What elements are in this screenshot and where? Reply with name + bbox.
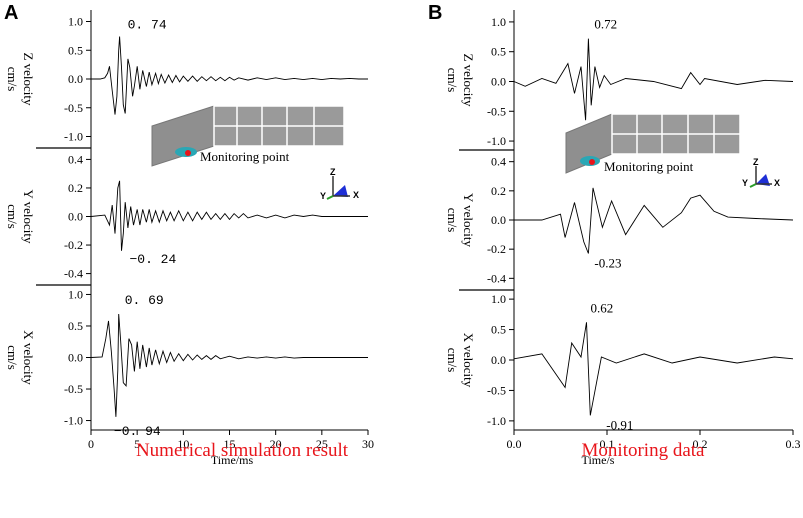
- y-tick-label: -1.0: [64, 414, 83, 428]
- x-tick-label: 10: [177, 437, 189, 451]
- x-tick-label: 30: [362, 437, 374, 451]
- caption-b: Monitoring data: [581, 440, 705, 461]
- y-tick-label: 0.5: [491, 45, 506, 59]
- panel-b-chart: 1.00.50.0-0.5-1.0Z velocitycm/s0.720.40.…: [445, 10, 801, 467]
- axis-x-label: X: [353, 190, 359, 200]
- y-tick-label: 0.0: [491, 74, 506, 88]
- series-line: [513, 38, 794, 121]
- y-axis-label-line: cm/s: [445, 348, 460, 373]
- x-tick-label: 5: [134, 437, 140, 451]
- axis-z-label: Z: [753, 157, 759, 167]
- y-tick-label: 0.0: [68, 72, 83, 86]
- inset-model-a: Monitoring point Z X Y: [151, 105, 359, 201]
- panel-a-label: A: [4, 2, 19, 24]
- y-axis-label-line: Z velocity: [461, 53, 476, 107]
- y-tick-label: -1.0: [487, 134, 506, 148]
- y-axis-label-line: cm/s: [445, 208, 460, 233]
- peak-label: −0. 24: [129, 252, 176, 267]
- peak-label: -0.23: [594, 256, 621, 271]
- y-tick-label: 0.4: [491, 155, 506, 169]
- axis-y-label: Y: [742, 178, 748, 188]
- x-tick-label: 20: [270, 437, 282, 451]
- panel-b-label: B: [428, 2, 443, 24]
- y-tick-label: -0.2: [64, 238, 83, 252]
- y-tick-label: 0.2: [68, 181, 83, 195]
- monitoring-point-marker: [589, 159, 595, 165]
- y-tick-label: 0.0: [68, 210, 83, 224]
- series-line: [91, 36, 368, 115]
- y-tick-label: 0.0: [68, 351, 83, 365]
- y-tick-label: -0.5: [487, 383, 506, 397]
- x-tick-label: 0.0: [507, 437, 522, 451]
- monitoring-point-label: Monitoring point: [200, 149, 290, 164]
- x-tick-label: 0.1: [600, 437, 615, 451]
- model-grid: [214, 106, 344, 146]
- x-tick-label: 0.2: [693, 437, 708, 451]
- y-tick-label: -0.5: [487, 104, 506, 118]
- x-axis-label: Time/s: [582, 453, 615, 467]
- y-tick-label: -0.2: [487, 242, 506, 256]
- y-axis-label-line: cm/s: [5, 204, 20, 229]
- x-tick-label: 0.3: [786, 437, 801, 451]
- y-tick-label: -0.5: [64, 382, 83, 396]
- y-axis-label: Z velocitycm/s: [445, 53, 476, 107]
- axis-y-label: Y: [320, 191, 326, 201]
- y-axis-label-line: cm/s: [5, 67, 20, 92]
- peak-label: 0. 69: [125, 293, 164, 308]
- panel-a-chart: 1.00.50.0-0.5-1.0Z velocitycm/s0. 740.40…: [5, 10, 374, 467]
- y-tick-label: 1.0: [68, 287, 83, 301]
- y-tick-label: -0.4: [487, 271, 506, 285]
- axis-triad: Z X Y: [742, 157, 780, 188]
- y-tick-label: -0.5: [64, 101, 83, 115]
- x-axis-label: Time/ms: [211, 453, 254, 467]
- x-tick-label: 0: [88, 437, 94, 451]
- y-axis-label: X velocitycm/s: [445, 333, 476, 388]
- monitoring-point-label: Monitoring point: [604, 159, 694, 174]
- peak-label: 0.62: [591, 300, 614, 315]
- y-axis-label-line: cm/s: [445, 68, 460, 93]
- axis-triad: Z X Y: [320, 167, 359, 201]
- y-tick-label: 0.0: [491, 353, 506, 367]
- y-axis-label: Z velocitycm/s: [5, 52, 36, 106]
- y-tick-label: -0.4: [64, 267, 83, 281]
- peak-label: 0.72: [594, 17, 617, 32]
- monitoring-point-marker: [185, 150, 191, 156]
- y-tick-label: -1.0: [64, 130, 83, 144]
- y-tick-label: 0.5: [68, 43, 83, 57]
- y-tick-label: 1.0: [68, 15, 83, 29]
- y-axis-label-line: X velocity: [21, 330, 36, 385]
- y-axis-label-line: Z velocity: [21, 52, 36, 106]
- y-axis-label: Y velocitycm/s: [5, 189, 36, 244]
- y-tick-label: 0.0: [491, 213, 506, 227]
- y-tick-label: 0.5: [68, 319, 83, 333]
- y-tick-label: 1.0: [491, 292, 506, 306]
- y-tick-label: 1.0: [491, 15, 506, 29]
- y-tick-label: 0.2: [491, 184, 506, 198]
- x-tick-label: 25: [316, 437, 328, 451]
- y-axis-label-line: Y velocity: [461, 193, 476, 248]
- axis-z-label: Z: [330, 167, 336, 177]
- y-axis-label-line: Y velocity: [21, 189, 36, 244]
- x-tick-label: 15: [224, 437, 236, 451]
- series-line: [90, 180, 368, 251]
- series-line: [513, 322, 794, 416]
- y-axis-label: X velocitycm/s: [5, 330, 36, 385]
- series-line: [514, 187, 794, 254]
- y-axis-label-line: X velocity: [461, 333, 476, 388]
- inset-model-b: Monitoring point Z X Y: [565, 113, 780, 188]
- peak-label: -0.91: [606, 417, 633, 432]
- axis-x-label: X: [774, 178, 780, 188]
- model-grid: [612, 114, 740, 154]
- y-axis-label: Y velocitycm/s: [445, 193, 476, 248]
- y-tick-label: -1.0: [487, 414, 506, 428]
- y-tick-label: 0.5: [491, 323, 506, 337]
- y-tick-label: 0.4: [68, 152, 83, 166]
- y-axis-label-line: cm/s: [5, 345, 20, 370]
- peak-label: 0. 74: [128, 17, 167, 32]
- caption-a: Numerical simulation result: [135, 440, 349, 461]
- series-line: [90, 313, 368, 417]
